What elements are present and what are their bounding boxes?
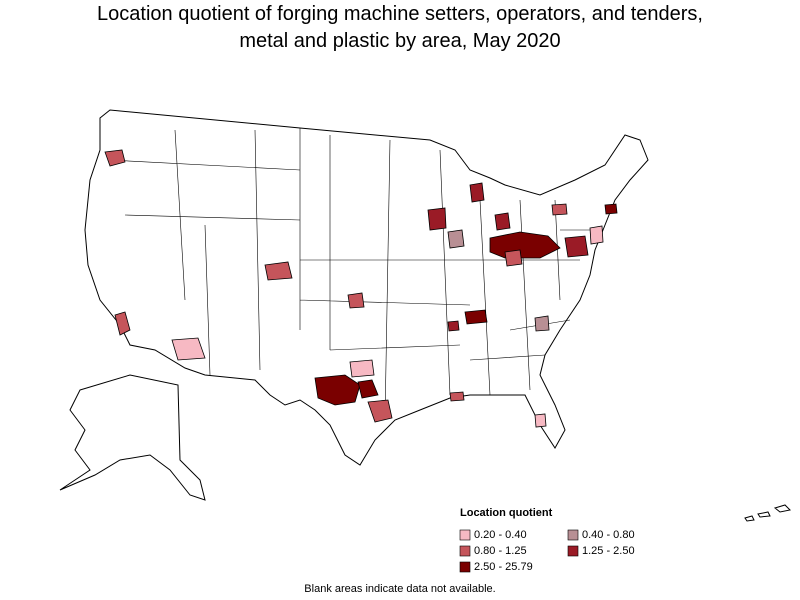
legend-label: 0.80 - 1.25 [474, 545, 527, 557]
legend-swatch [567, 529, 579, 541]
state-borders [109, 128, 600, 421]
area [494, 212, 511, 231]
area [464, 309, 488, 325]
area [534, 413, 547, 428]
area [427, 207, 447, 231]
land [59, 109, 792, 522]
regions [104, 149, 618, 428]
legend: 0.20 - 0.40 0.40 - 0.80 0.80 - 1.25 1.25 - … [459, 529, 635, 573]
area [349, 359, 375, 378]
area [469, 182, 485, 203]
area [114, 311, 131, 336]
legend-swatch [459, 529, 471, 541]
area [551, 203, 568, 216]
title-line: metal and plastic by area, May 2020 [239, 30, 560, 52]
area [357, 379, 379, 399]
legend-title: Location quotient [460, 507, 553, 519]
area [449, 391, 465, 402]
area [564, 235, 589, 258]
alaska [59, 374, 206, 501]
area [347, 292, 365, 309]
area [504, 249, 523, 267]
legend-swatch [567, 545, 579, 557]
legend-label: 0.40 - 0.80 [582, 529, 635, 541]
hawaii [744, 504, 792, 522]
area [589, 225, 604, 245]
legend-label: 0.20 - 0.40 [474, 529, 527, 541]
area [447, 320, 460, 332]
area [534, 315, 550, 332]
title-line: Location quotient of forging machine set… [97, 3, 703, 25]
area [314, 374, 361, 406]
area [264, 261, 293, 281]
footnote: Blank areas indicate data not available. [304, 583, 495, 595]
area [604, 203, 618, 215]
area [367, 399, 393, 423]
area [171, 337, 206, 361]
legend-swatch [459, 545, 471, 557]
legend-label: 1.25 - 2.50 [582, 545, 635, 557]
legend-label: 2.50 - 25.79 [474, 561, 533, 573]
area [447, 229, 465, 249]
area [104, 149, 126, 167]
legend-swatch [459, 561, 471, 573]
